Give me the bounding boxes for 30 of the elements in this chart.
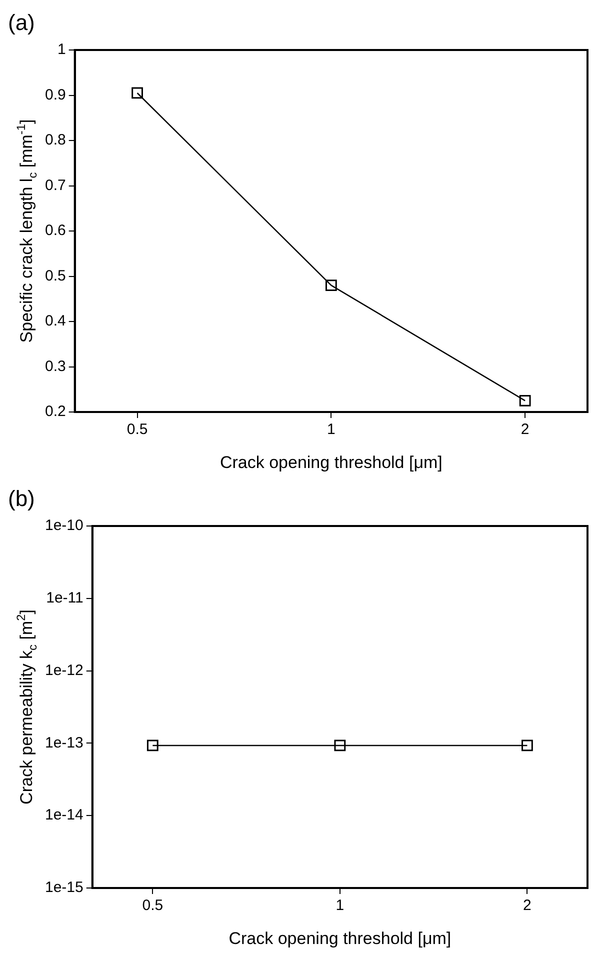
y-tick-label: 0.2 bbox=[44, 403, 66, 420]
chart-title: (a) bbox=[8, 9, 36, 37]
y-tick-label: 0.4 bbox=[44, 312, 66, 330]
y-tick-label: 1e-14 bbox=[44, 806, 84, 824]
y-tick-label: 1e-13 bbox=[44, 734, 84, 752]
y-tick-label: 1e-11 bbox=[46, 590, 84, 607]
y-axis-title: Crack permeability kc [m2] bbox=[14, 610, 40, 804]
y-tick-label: 0.6 bbox=[44, 222, 66, 240]
point bbox=[325, 280, 337, 291]
point bbox=[519, 394, 531, 406]
x-tick-label: 2 bbox=[520, 421, 530, 438]
x-axis-title: Crack opening threshold [μm] bbox=[220, 453, 442, 472]
x-tick-label: 0.5 bbox=[142, 897, 164, 914]
x-tick-label: 2 bbox=[523, 897, 532, 914]
y-axis-title: Specific crack length lc [mm-1] bbox=[14, 119, 40, 343]
y-tick-label: 0.9 bbox=[44, 86, 66, 104]
y-tick-label: 1e-12 bbox=[44, 662, 84, 679]
y-tick-label: 0.3 bbox=[44, 358, 66, 375]
y-tick-label: 1e-10 bbox=[44, 517, 84, 534]
x-tick-label: 1 bbox=[327, 421, 336, 438]
x-tick-label: 1 bbox=[336, 897, 344, 914]
point bbox=[132, 87, 143, 99]
y-tick-label: 0.8 bbox=[44, 132, 66, 149]
y-tick-label: 0.7 bbox=[44, 176, 66, 194]
x-tick-label: 0.5 bbox=[126, 421, 148, 438]
y-tick-label: 1e-15 bbox=[44, 879, 84, 896]
x-axis-title: Crack opening threshold [μm] bbox=[228, 929, 452, 948]
y-tick-label: 1 bbox=[58, 41, 66, 58]
chart-title: (b) bbox=[8, 485, 36, 513]
y-tick-label: 0.5 bbox=[44, 267, 66, 284]
